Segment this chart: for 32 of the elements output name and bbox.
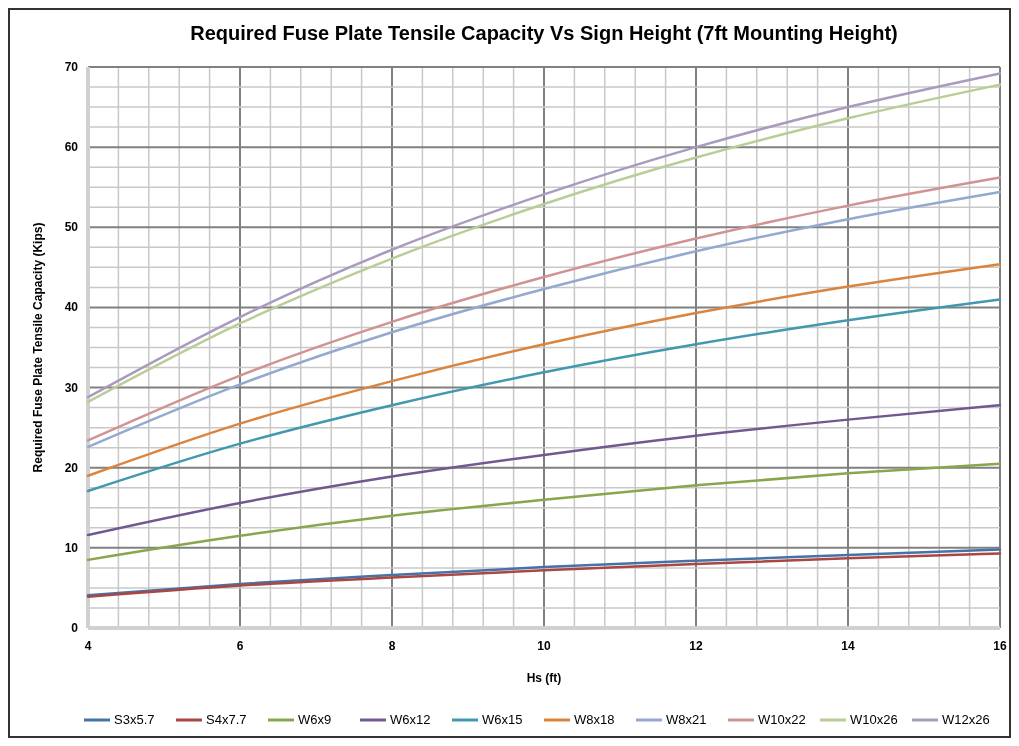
legend-label: W6x12	[390, 712, 431, 727]
y-tick-label: 60	[64, 140, 79, 155]
line-series	[86, 262, 1002, 477]
legend-label: W12x26	[942, 712, 990, 727]
legend-label: W10x26	[850, 712, 898, 727]
y-tick-label: 20	[64, 460, 79, 475]
y-tick-label: 70	[64, 60, 79, 74]
y-tick-label: 50	[64, 220, 79, 235]
legend-label: W6x15	[482, 712, 523, 727]
legend-label: W10x22	[758, 712, 806, 727]
legend-label: W8x18	[574, 712, 615, 727]
line-series	[86, 403, 1002, 537]
legend-label: W6x9	[298, 712, 332, 727]
chart-title: Required Fuse Plate Tensile Capacity Vs Sign Height (7ft Mounting Height)	[190, 22, 898, 44]
y-tick-label: 10	[64, 540, 79, 555]
x-tick-label: 6	[236, 639, 244, 653]
legend-label: S4x7.7	[206, 712, 247, 727]
legend-label: W8x21	[666, 712, 707, 727]
line-series	[86, 462, 1002, 562]
x-tick-label: 4	[84, 639, 92, 653]
x-tick-label: 8	[388, 639, 396, 653]
legend-label: S3x5.7	[114, 712, 155, 727]
x-tick-label: 14	[841, 639, 855, 653]
x-tick-label: 16	[993, 639, 1007, 653]
x-tick-label: 10	[537, 639, 551, 653]
line-series	[86, 298, 1002, 493]
x-tick-label: 12	[689, 639, 703, 653]
y-tick-label: 40	[64, 300, 79, 315]
y-tick-label: 30	[64, 380, 79, 395]
y-tick-label: 0	[71, 621, 79, 635]
y-axis-title: Required Fuse Plate Tensile Capacity (Kips)	[31, 222, 45, 473]
x-axis-title: Hs (ft)	[526, 671, 562, 685]
